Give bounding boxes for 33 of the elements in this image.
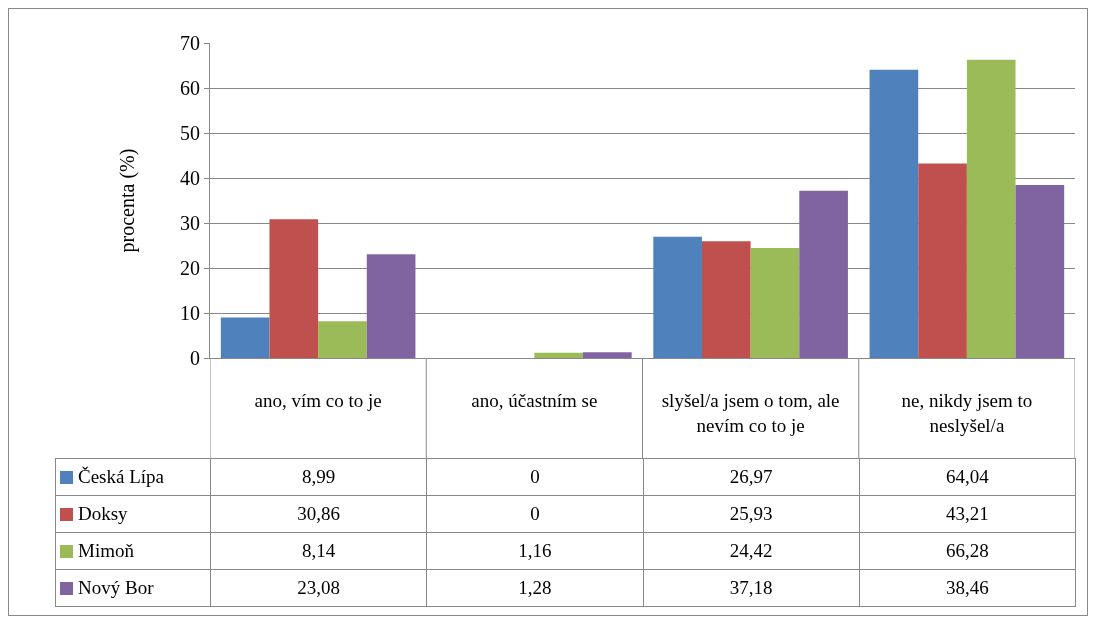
y-tick-label: 30 (180, 212, 200, 234)
x-tick-label: ne, nikdy jsem to neslyšel/a (901, 389, 1033, 436)
y-tick-label: 50 (180, 122, 200, 144)
data-label: 23,08 (210, 569, 427, 607)
data-label: 1,16 (426, 532, 643, 570)
y-tick-label: 0 (190, 347, 200, 369)
data-label: 8,14 (210, 532, 427, 570)
y-axis-title: procenta (%) (115, 148, 139, 253)
y-tick-label: 60 (180, 77, 200, 99)
data-label: 25,93 (643, 495, 860, 533)
data-label: 8,99 (210, 458, 427, 496)
data-label: 1,28 (426, 569, 643, 607)
data-label: 37,18 (643, 569, 860, 607)
data-label: 64,04 (859, 458, 1076, 496)
legend-label: Mimoň (55, 532, 211, 570)
data-label: 43,21 (859, 495, 1076, 533)
x-tick-label: slyšel/a jsem o tom, ale nevím co to je (661, 389, 840, 436)
data-label: 0 (426, 495, 643, 533)
y-tick-label: 20 (180, 257, 200, 279)
y-tick-label: 10 (180, 302, 200, 324)
x-tick-label: ano, účastním se (471, 389, 598, 411)
data-label: 30,86 (210, 495, 427, 533)
y-tick-label: 40 (180, 167, 200, 189)
x-tick-label: ano, vím co to je (254, 389, 382, 411)
legend-label: Česká Lípa (55, 458, 211, 496)
data-label: 26,97 (643, 458, 860, 496)
legend-label: Doksy (55, 495, 211, 533)
data-label: 66,28 (859, 532, 1076, 570)
legend-label: Nový Bor (55, 569, 211, 607)
data-label: 38,46 (859, 569, 1076, 607)
y-tick-label: 70 (180, 32, 200, 54)
data-label: 0 (426, 458, 643, 496)
data-label: 24,42 (643, 532, 860, 570)
